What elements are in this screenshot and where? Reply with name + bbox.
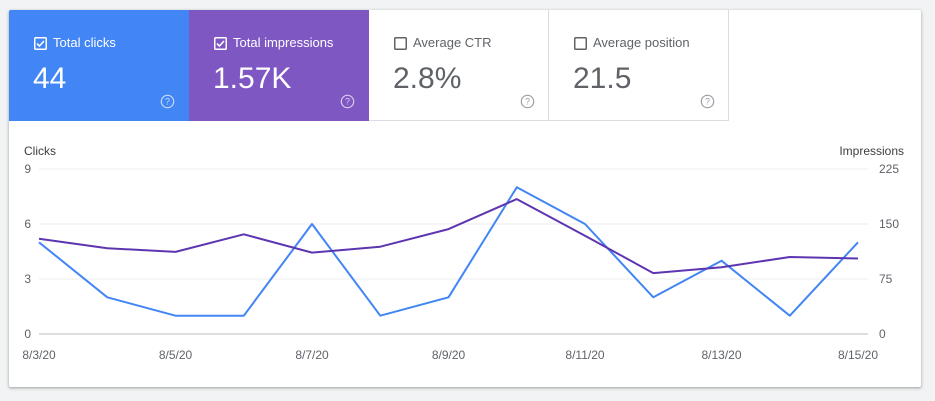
metric-tile-average-ctr[interactable]: Average CTR 2.8% ? bbox=[369, 10, 549, 121]
left-tick-label: 3 bbox=[24, 272, 31, 286]
x-tick-label: 8/5/20 bbox=[159, 348, 193, 362]
right-tick-label: 225 bbox=[879, 162, 899, 176]
series-line-total-impressions bbox=[38, 198, 859, 275]
metric-value: 2.8% bbox=[393, 62, 462, 95]
chart-gridlines bbox=[39, 168, 868, 335]
left-axis-label: Clicks bbox=[24, 144, 56, 158]
metric-label: Average position bbox=[593, 35, 690, 50]
performance-chart: Clicks Impressions 0 0 3 75 6 150 9 225 8/3/20 8/… bbox=[22, 144, 904, 362]
svg-text:?: ? bbox=[165, 97, 170, 107]
right-tick-label: 0 bbox=[879, 327, 886, 341]
right-tick-label: 150 bbox=[879, 217, 899, 231]
metric-label: Average CTR bbox=[413, 35, 492, 50]
x-tick-label: 8/7/20 bbox=[295, 348, 329, 362]
svg-text:?: ? bbox=[345, 97, 350, 107]
chart-tick-labels: 0 0 3 75 6 150 9 225 8/3/20 8/5/20 8/7/20 8/9/20 8/1… bbox=[22, 162, 899, 362]
metric-value: 1.57K bbox=[213, 62, 292, 95]
svg-text:?: ? bbox=[705, 97, 710, 107]
metric-tile-total-clicks[interactable]: Total clicks 44 ? bbox=[9, 10, 189, 121]
checkbox-unchecked-icon[interactable] bbox=[574, 37, 587, 50]
chart-series bbox=[38, 186, 859, 317]
x-tick-label: 8/15/20 bbox=[838, 348, 878, 362]
checkbox-checked-icon[interactable] bbox=[214, 37, 227, 50]
left-tick-label: 6 bbox=[24, 217, 31, 231]
help-circle-icon[interactable]: ? bbox=[700, 94, 715, 109]
help-circle-icon[interactable]: ? bbox=[160, 94, 175, 109]
metric-tiles: Total clicks 44 ? Total impressions 1.57… bbox=[9, 10, 729, 121]
x-tick-label: 8/3/20 bbox=[22, 348, 56, 362]
left-tick-label: 0 bbox=[24, 327, 31, 341]
help-circle-icon[interactable]: ? bbox=[520, 94, 535, 109]
checkbox-checked-icon[interactable] bbox=[34, 37, 47, 50]
svg-text:?: ? bbox=[525, 97, 530, 107]
x-tick-label: 8/9/20 bbox=[432, 348, 466, 362]
metric-value: 44 bbox=[33, 62, 67, 95]
x-tick-label: 8/13/20 bbox=[701, 348, 741, 362]
left-tick-label: 9 bbox=[24, 162, 31, 176]
metric-label: Total clicks bbox=[53, 35, 116, 50]
metric-value: 21.5 bbox=[573, 62, 632, 95]
metric-tile-total-impressions[interactable]: Total impressions 1.57K ? bbox=[189, 10, 369, 121]
performance-card: Total clicks 44 ? Total impressions 1.57… bbox=[9, 10, 921, 387]
right-tick-label: 75 bbox=[879, 272, 893, 286]
x-tick-label: 8/11/20 bbox=[565, 348, 604, 362]
metric-label: Total impressions bbox=[233, 35, 334, 50]
help-circle-icon[interactable]: ? bbox=[340, 94, 355, 109]
metric-tile-average-position[interactable]: Average position 21.5 ? bbox=[549, 10, 729, 121]
series-line-total-clicks bbox=[38, 186, 859, 317]
right-axis-label: Impressions bbox=[839, 144, 904, 158]
checkbox-unchecked-icon[interactable] bbox=[394, 37, 407, 50]
